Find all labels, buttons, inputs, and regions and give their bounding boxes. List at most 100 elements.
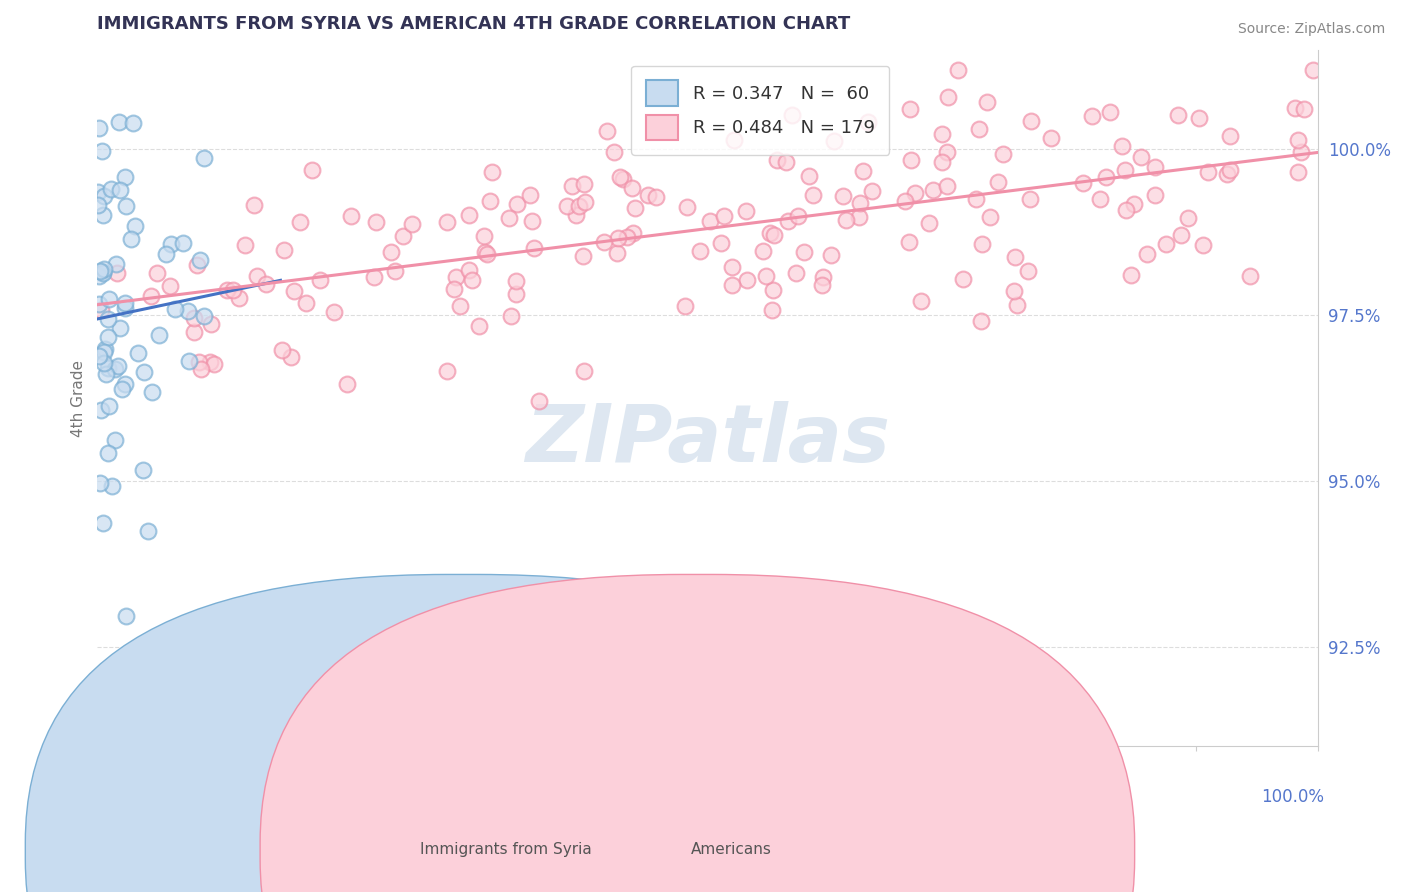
Point [380,244,402,259]
Point [155,247,177,261]
Point [198,355,221,369]
Point [555,199,578,213]
Point [574,364,596,378]
Point [505,196,527,211]
Point [823,134,845,148]
Point [115,199,138,213]
Point [1284,101,1306,115]
Point [852,163,875,178]
Point [1129,149,1152,163]
Point [283,284,305,298]
Point [969,121,991,136]
Point [115,608,138,623]
Point [132,463,155,477]
Point [336,376,359,391]
Point [121,116,143,130]
Point [612,172,634,186]
Point [127,345,149,359]
Point [1292,103,1315,117]
Point [766,153,789,167]
Point [467,318,489,333]
Point [565,209,588,223]
Point [270,343,292,358]
Point [898,102,921,116]
Point [976,95,998,109]
Point [1021,113,1043,128]
Point [87,185,110,199]
Point [323,305,346,319]
Point [183,325,205,339]
Point [90,303,112,318]
Point [1115,202,1137,217]
Point [104,433,127,447]
Point [91,145,114,159]
Point [761,303,783,318]
Point [1302,62,1324,77]
Point [1002,284,1025,298]
Point [254,277,277,292]
Point [458,263,481,277]
Point [108,320,131,334]
Point [1167,108,1189,122]
Point [193,309,215,323]
Point [1286,165,1309,179]
Point [991,147,1014,161]
Point [159,279,181,293]
Point [832,189,855,203]
Point [918,216,941,230]
Point [931,155,953,169]
Point [134,365,156,379]
Point [91,265,114,279]
Point [104,257,127,271]
Point [114,295,136,310]
Point [475,246,498,260]
Point [970,236,993,251]
Point [104,362,127,376]
Point [401,218,423,232]
Point [280,350,302,364]
Point [606,231,628,245]
Point [110,382,132,396]
Point [527,394,550,409]
Point [801,187,824,202]
Point [856,115,879,129]
Point [481,165,503,179]
Point [952,272,974,286]
Point [1219,128,1241,143]
Point [568,199,591,213]
Point [187,355,209,369]
Point [936,178,959,193]
Point [1197,164,1219,178]
Point [1144,160,1167,174]
Point [148,327,170,342]
Point [301,162,323,177]
Point [900,153,922,168]
Point [898,235,921,250]
Point [93,344,115,359]
Point [165,302,187,317]
Point [246,269,269,284]
Text: IMMIGRANTS FROM SYRIA VS AMERICAN 4TH GRADE CORRELATION CHART: IMMIGRANTS FROM SYRIA VS AMERICAN 4TH GR… [97,15,851,33]
Point [1286,133,1309,147]
Point [1187,111,1209,125]
Point [193,151,215,165]
Point [114,301,136,315]
Point [676,200,699,214]
Point [436,215,458,229]
Point [202,358,225,372]
Point [183,311,205,326]
Point [384,264,406,278]
Point [98,399,121,413]
Point [363,269,385,284]
Point [860,184,883,198]
Point [460,273,482,287]
Point [1004,250,1026,264]
Point [93,262,115,277]
Point [1239,269,1261,284]
Point [499,309,522,323]
Point [785,266,807,280]
Point [762,283,785,297]
Point [273,243,295,257]
Point [177,304,200,318]
Point [713,209,735,223]
